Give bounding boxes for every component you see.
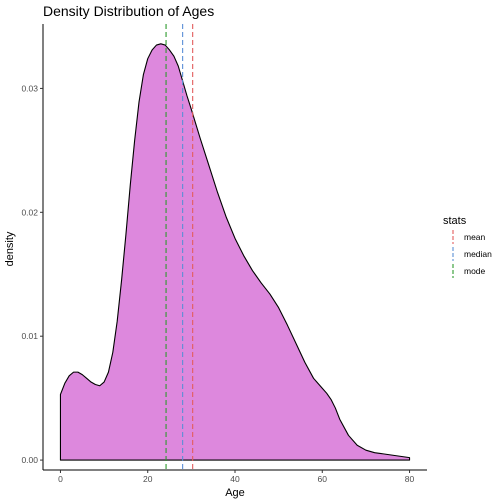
legend-label-mean: mean	[464, 232, 486, 242]
y-tick-label: 0.02	[21, 207, 38, 217]
legend-label-mode: mode	[464, 266, 486, 276]
legend: stats mean median mode	[443, 215, 492, 278]
y-axis-title: density	[4, 231, 16, 266]
x-axis-ticks: 0 20 40 60 80	[58, 470, 415, 484]
x-tick-label: 0	[58, 474, 63, 484]
y-tick-label: 0.00	[21, 455, 38, 465]
x-tick-label: 60	[318, 474, 328, 484]
density-area	[59, 43, 411, 461]
x-tick-label: 20	[143, 474, 153, 484]
legend-title: stats	[443, 215, 467, 227]
y-axis-ticks: 0.00 0.01 0.02 0.03	[21, 83, 43, 465]
x-axis-title: Age	[225, 487, 245, 499]
legend-label-median: median	[464, 249, 492, 259]
x-tick-label: 40	[230, 474, 240, 484]
plot-area	[59, 24, 411, 470]
chart-title: Density Distribution of Ages	[43, 3, 214, 19]
y-tick-label: 0.01	[21, 331, 38, 341]
y-tick-label: 0.03	[21, 83, 38, 93]
x-tick-label: 80	[405, 474, 415, 484]
